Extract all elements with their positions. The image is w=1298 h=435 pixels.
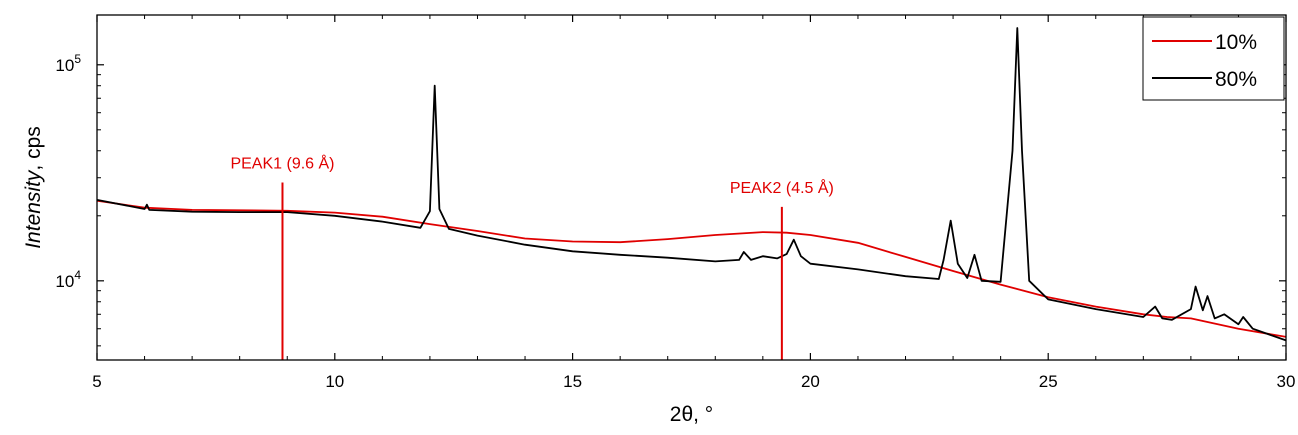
series-line-80pct bbox=[96, 27, 1287, 342]
tick-layer: 5 10 15 20 25 30 104 105 bbox=[55, 15, 1295, 391]
legend-box bbox=[1142, 16, 1285, 101]
peak-label-1: PEAK1 (9.6 Å) bbox=[230, 154, 334, 173]
series-layer bbox=[96, 27, 1287, 342]
x-tick-label: 20 bbox=[801, 372, 820, 391]
legend-label-10pct: 10% bbox=[1215, 31, 1257, 54]
x-tick-label: 30 bbox=[1277, 372, 1296, 391]
y-axis-title-italic: Intensity bbox=[22, 169, 45, 249]
peak-label-2: PEAK2 (4.5 Å) bbox=[730, 178, 834, 197]
y-axis-title-unit: , cps bbox=[22, 126, 45, 170]
x-tick-label: 15 bbox=[563, 372, 582, 391]
y-axis-title: Intensity, cps bbox=[22, 126, 45, 249]
y-tick-label: 104 bbox=[55, 268, 81, 291]
x-tick-label: 25 bbox=[1039, 372, 1058, 391]
legend: 10% 80% bbox=[1142, 16, 1285, 101]
x-tick-label: 10 bbox=[325, 372, 344, 391]
y-tick-label: 105 bbox=[55, 52, 81, 75]
series-line-10pct bbox=[96, 199, 1287, 338]
x-tick-label: 5 bbox=[92, 372, 101, 391]
x-axis-title: 2θ, ° bbox=[670, 403, 713, 426]
annotation-layer: PEAK1 (9.6 Å) PEAK2 (4.5 Å) bbox=[230, 154, 834, 360]
legend-label-80pct: 80% bbox=[1215, 68, 1257, 91]
plot-frame bbox=[96, 14, 1287, 361]
